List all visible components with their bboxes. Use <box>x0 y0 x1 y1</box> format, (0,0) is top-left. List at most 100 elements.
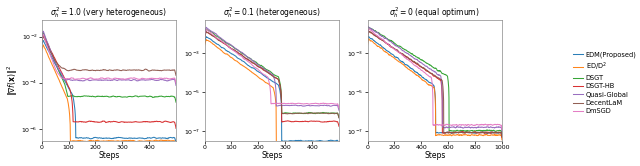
DSGT-HB <box>287 121 295 123</box>
X-axis label: Steps: Steps <box>424 151 445 161</box>
EDM(Proposed) <box>149 136 157 138</box>
Title: $\sigma_h^2 = 1.0$ (very heterogeneous): $\sigma_h^2 = 1.0$ (very heterogeneous) <box>51 5 167 20</box>
DSGT-HB <box>250 62 258 64</box>
ED/D$^2$ <box>289 143 297 145</box>
ED/D$^2$ <box>391 58 399 60</box>
Quasi-Global <box>364 31 371 33</box>
EDM(Proposed) <box>125 137 132 139</box>
Quasi-Global <box>335 109 343 111</box>
DSGT <box>234 49 242 51</box>
DSGT-HB <box>240 56 248 58</box>
EDM(Proposed) <box>289 140 297 142</box>
DecentLaM <box>125 69 132 71</box>
DmSGD <box>289 102 297 104</box>
Quasi-Global <box>240 53 248 55</box>
DSGT <box>312 112 320 114</box>
DmSGD <box>365 28 372 30</box>
Line: EDM(Proposed): EDM(Proposed) <box>42 40 176 143</box>
Quasi-Global <box>125 79 132 81</box>
DSGT-HB <box>468 132 476 134</box>
DSGT <box>365 26 372 28</box>
DecentLaM <box>287 113 295 115</box>
DSGT <box>125 96 132 98</box>
DmSGD <box>364 33 371 35</box>
Line: ED/D$^2$: ED/D$^2$ <box>367 39 502 140</box>
DSGT <box>202 28 210 30</box>
ED/D$^2$ <box>364 44 371 46</box>
DSGT <box>335 117 343 119</box>
DmSGD <box>201 34 209 36</box>
Y-axis label: $\|\nabla f(\mathbf{x})\|^2$: $\|\nabla f(\mathbf{x})\|^2$ <box>6 65 20 96</box>
DmSGD <box>372 34 380 36</box>
DSGT-HB <box>335 125 343 127</box>
ED/D$^2$ <box>40 44 47 46</box>
DSGT-HB <box>364 35 371 37</box>
Quasi-Global <box>391 44 399 46</box>
ED/D$^2$ <box>87 139 95 141</box>
EDM(Proposed) <box>335 144 343 146</box>
Line: EDM(Proposed): EDM(Proposed) <box>205 37 339 145</box>
DecentLaM <box>498 136 506 138</box>
DecentLaM <box>468 132 476 134</box>
DecentLaM <box>201 36 209 38</box>
ED/D$^2$ <box>498 139 506 141</box>
DSGT <box>492 130 499 132</box>
DSGT <box>126 96 134 98</box>
EDM(Proposed) <box>38 45 45 47</box>
EDM(Proposed) <box>126 137 134 139</box>
DSGT <box>38 37 45 39</box>
DSGT-HB <box>365 30 372 32</box>
DmSGD <box>40 33 47 35</box>
DecentLaM <box>72 69 79 71</box>
Quasi-Global <box>483 126 490 128</box>
EDM(Proposed) <box>240 61 248 63</box>
ED/D$^2$ <box>240 65 248 67</box>
DecentLaM <box>492 132 499 134</box>
Quasi-Global <box>38 35 45 37</box>
Quasi-Global <box>126 80 134 82</box>
Line: DSGT: DSGT <box>367 27 502 135</box>
DSGT-HB <box>234 52 242 54</box>
EDM(Proposed) <box>364 41 371 43</box>
DSGT <box>498 134 506 136</box>
DmSGD <box>87 77 95 79</box>
DSGT <box>289 112 297 114</box>
ED/D$^2$ <box>126 139 134 141</box>
DecentLaM <box>149 69 157 71</box>
DSGT <box>474 130 481 132</box>
DSGT-HB <box>38 40 45 42</box>
EDM(Proposed) <box>172 142 180 144</box>
DSGT-HB <box>72 121 79 123</box>
Title: $\sigma_h^2 = 0$ (equal optimum): $\sigma_h^2 = 0$ (equal optimum) <box>389 5 480 20</box>
ED/D$^2$ <box>202 39 210 41</box>
ED/D$^2$ <box>72 140 79 142</box>
EDM(Proposed) <box>391 56 399 58</box>
DSGT <box>372 30 380 32</box>
ED/D$^2$ <box>335 148 343 150</box>
ED/D$^2$ <box>483 133 490 135</box>
EDM(Proposed) <box>250 67 258 69</box>
EDM(Proposed) <box>72 114 79 116</box>
Quasi-Global <box>77 80 84 82</box>
Line: DSGT: DSGT <box>205 29 339 118</box>
ED/D$^2$ <box>492 134 499 136</box>
DSGT <box>87 95 95 97</box>
Quasi-Global <box>250 60 258 62</box>
ED/D$^2$ <box>38 49 45 51</box>
DSGT <box>250 60 258 62</box>
EDM(Proposed) <box>312 140 320 142</box>
Quasi-Global <box>498 130 506 132</box>
DmSGD <box>125 77 132 79</box>
Line: DSGT-HB: DSGT-HB <box>205 32 339 126</box>
DSGT <box>40 32 47 34</box>
DmSGD <box>468 124 476 126</box>
DSGT <box>287 113 295 115</box>
Line: DmSGD: DmSGD <box>42 34 176 83</box>
Line: EDM(Proposed): EDM(Proposed) <box>367 36 502 137</box>
DecentLaM <box>172 74 180 76</box>
DmSGD <box>492 124 499 125</box>
Quasi-Global <box>172 84 180 86</box>
DecentLaM <box>202 31 210 33</box>
DSGT <box>391 43 399 45</box>
DmSGD <box>126 77 134 79</box>
